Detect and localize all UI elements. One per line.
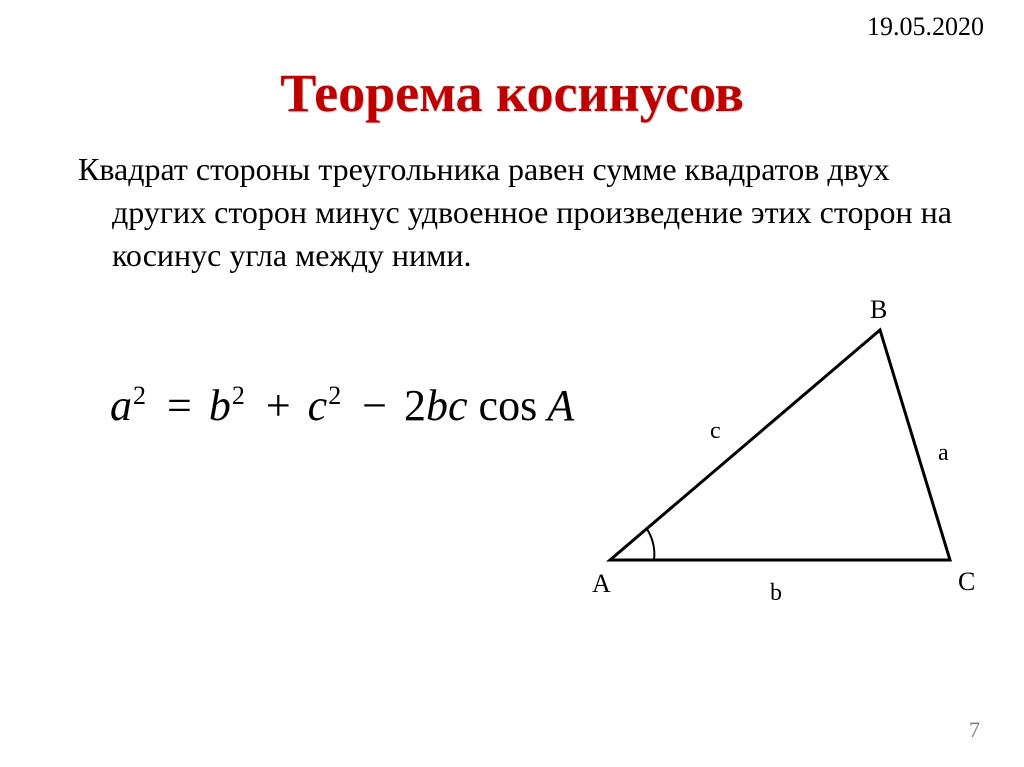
vertex-C-label: C bbox=[958, 567, 975, 596]
angle-arc bbox=[647, 529, 654, 560]
page-number: 7 bbox=[969, 717, 980, 743]
term2-base: c bbox=[308, 381, 328, 430]
equals-sign: = bbox=[161, 381, 198, 430]
plus-sign: + bbox=[260, 381, 297, 430]
cos-fn: cos bbox=[479, 381, 538, 430]
factor-c: c bbox=[448, 381, 468, 430]
minus-sign: − bbox=[356, 381, 393, 430]
lhs-exp: 2 bbox=[132, 381, 150, 410]
triangle-diagram: A B C a b c bbox=[570, 300, 990, 620]
page-title: Теорема косинусов bbox=[0, 62, 1024, 124]
factor-b: b bbox=[426, 381, 448, 430]
term2-exp: 2 bbox=[327, 381, 345, 410]
theorem-statement: Квадрат стороны треугольника равен сумме… bbox=[78, 148, 952, 278]
triangle-shape bbox=[610, 330, 950, 560]
coeff-2: 2 bbox=[404, 381, 426, 430]
formula: a2 = b2 + c2 − 2bc cos A bbox=[110, 380, 574, 431]
term1-exp: 2 bbox=[231, 381, 249, 410]
term1-base: b bbox=[209, 381, 231, 430]
vertex-A-label: A bbox=[592, 569, 611, 598]
date-label: 19.05.2020 bbox=[867, 12, 984, 42]
side-a-label: a bbox=[938, 440, 949, 466]
side-c-label: c bbox=[710, 418, 721, 444]
vertex-B-label: B bbox=[870, 295, 887, 324]
lhs-base: a bbox=[110, 381, 132, 430]
side-b-label: b bbox=[770, 580, 782, 606]
